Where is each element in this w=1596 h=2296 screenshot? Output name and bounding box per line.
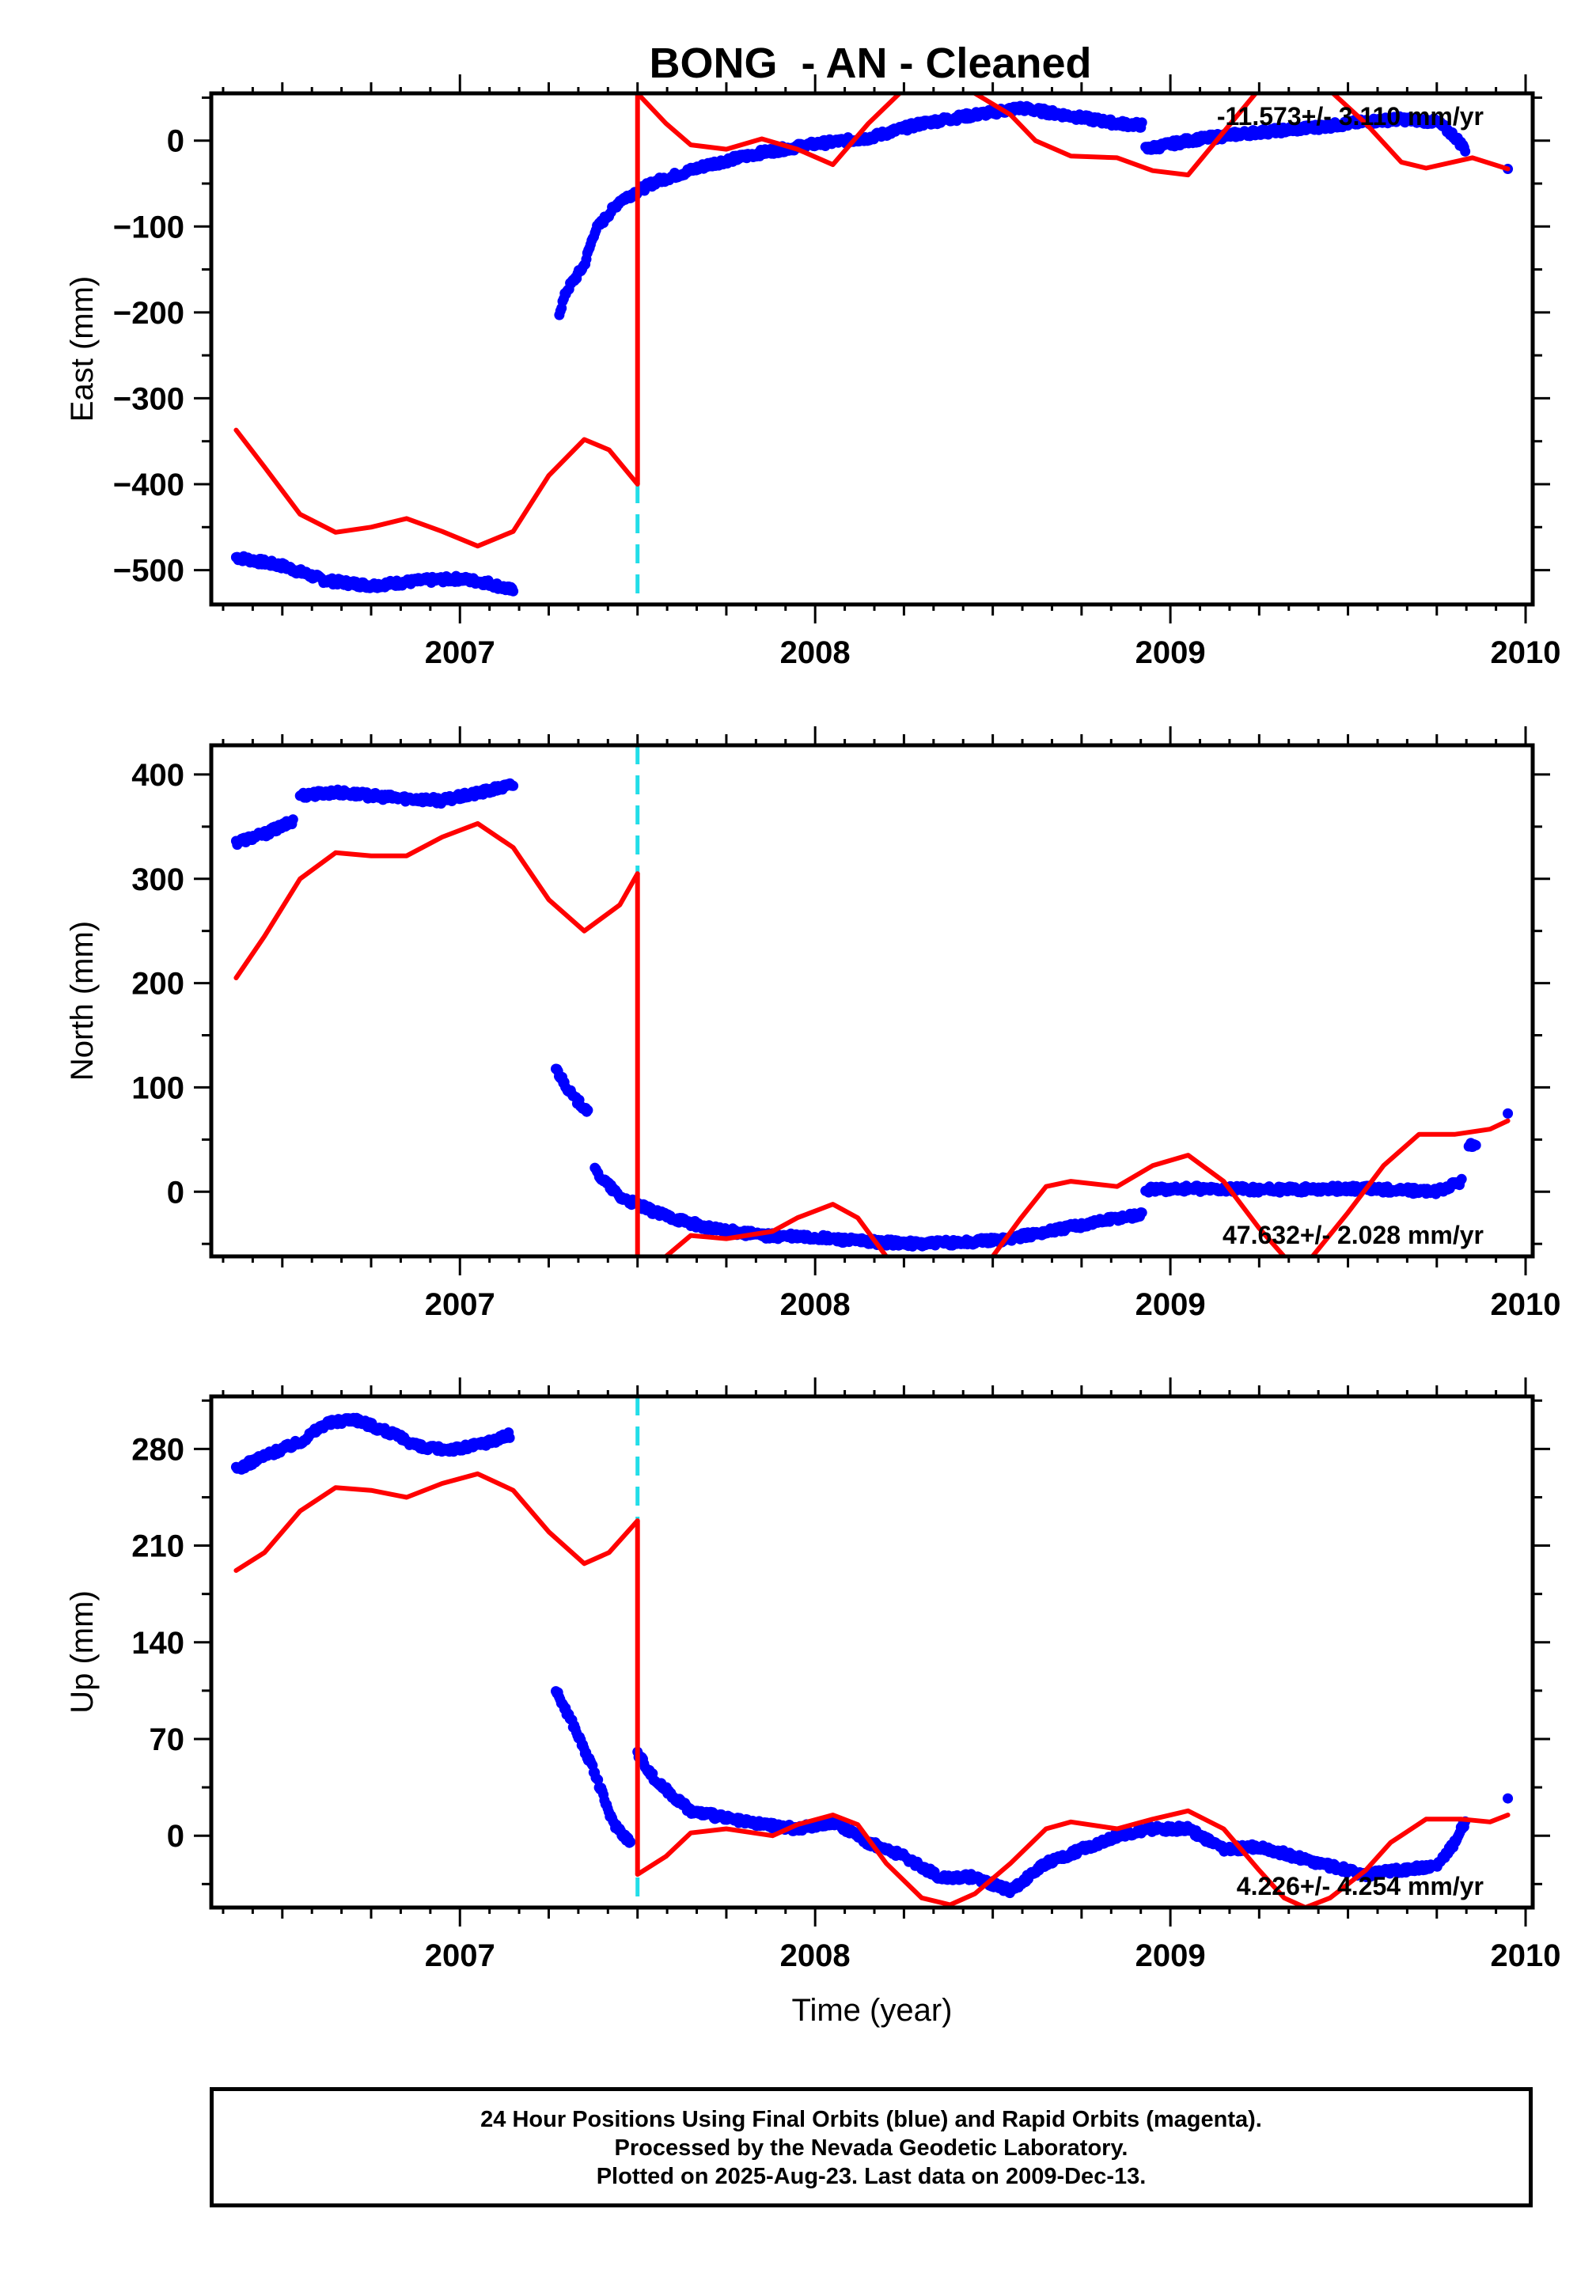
y-tick-label: 0 xyxy=(167,124,184,159)
model-curve xyxy=(233,93,1511,549)
x-tick-label: 2008 xyxy=(780,1938,851,1973)
x-tick-label: 2007 xyxy=(425,635,495,670)
data-point xyxy=(1503,1108,1514,1119)
x-tick-label: 2007 xyxy=(425,1287,495,1322)
model-curve xyxy=(233,820,1511,1256)
model-segment xyxy=(972,93,1259,178)
x-tick-label: 2010 xyxy=(1491,1287,1561,1322)
panel-frame xyxy=(209,1394,1535,1910)
y-tick-label: 210 xyxy=(131,1529,184,1564)
data-points xyxy=(230,1412,1514,1899)
y-tick-label: 0 xyxy=(167,1819,184,1854)
x-axis-label: Time (year) xyxy=(792,1993,953,2028)
east-panel: 2007 2008 2009 2010 −500 −400 −300 −200 −100 0 Eas… xyxy=(65,74,1561,670)
model-segment xyxy=(233,427,640,549)
y-tick-label: 200 xyxy=(131,967,184,1002)
x-tick-label: 2009 xyxy=(1135,635,1206,670)
y-tick-label: −200 xyxy=(113,296,184,331)
x-tick-label: 2010 xyxy=(1491,1938,1561,1973)
north-panel: 2007 2008 2009 2010 0 100 200 300 400 North (mm) 4… xyxy=(65,726,1561,1322)
model-segment xyxy=(635,1808,1511,1908)
data-point xyxy=(1456,1173,1467,1184)
x-tick-label: 2009 xyxy=(1135,1287,1206,1322)
data-point xyxy=(508,780,519,791)
data-point xyxy=(1470,1140,1481,1150)
x-tick-label: 2008 xyxy=(780,1287,851,1322)
model-curve xyxy=(233,1471,1511,1908)
footer-line-2: Processed by the Nevada Geodetic Laborat… xyxy=(614,2135,1128,2161)
rate-annotation: -11.573+/- 3.110 mm/yr xyxy=(1217,102,1484,131)
y-tick-label: 140 xyxy=(131,1626,184,1661)
y-tick-label: −400 xyxy=(113,468,184,502)
data-point xyxy=(582,1104,593,1116)
model-segment xyxy=(1329,93,1511,172)
data-point xyxy=(1503,1793,1514,1804)
data-point xyxy=(504,1432,515,1443)
footer-line-1: 24 Hour Positions Using Final Orbits (bl… xyxy=(480,2107,1262,2132)
x-tick-label: 2009 xyxy=(1135,1938,1206,1973)
data-point xyxy=(1136,1207,1147,1218)
y-tick-label: 400 xyxy=(131,758,184,793)
y-tick-label: 280 xyxy=(131,1432,184,1467)
footer-notes: 24 Hour Positions Using Final Orbits (bl… xyxy=(210,2087,1533,2207)
y-axis-label: North (mm) xyxy=(65,921,100,1081)
model-segment xyxy=(1310,1118,1511,1256)
data-point xyxy=(508,585,519,597)
y-axis-label: East (mm) xyxy=(65,276,100,422)
rate-annotation: 47.632+/- 2.028 mm/yr xyxy=(1223,1221,1484,1249)
y-tick-label: 70 xyxy=(150,1722,185,1757)
data-points xyxy=(230,100,1514,597)
data-point xyxy=(593,1775,604,1785)
data-point xyxy=(1136,117,1147,128)
y-tick-label: −100 xyxy=(113,210,184,244)
y-tick-label: 100 xyxy=(131,1070,184,1105)
y-tick-label: 0 xyxy=(167,1175,184,1210)
up-panel: 2007 2008 2009 2010 0 70 140 210 280 Up (mm) Time … xyxy=(65,1377,1561,2028)
y-tick-label: −300 xyxy=(113,381,184,416)
data-point xyxy=(625,1836,636,1847)
y-tick-label: −500 xyxy=(113,554,184,589)
chart-title: BONG - AN - Cleaned xyxy=(649,40,1091,87)
rate-annotation: 4.226+/- 4.254 mm/yr xyxy=(1237,1872,1484,1900)
data-point xyxy=(287,814,298,825)
model-segment xyxy=(990,1153,1287,1256)
x-tick-label: 2007 xyxy=(425,1938,495,1973)
model-segment xyxy=(663,1202,889,1256)
footer-line-3: Plotted on 2025-Aug-23. Last data on 200… xyxy=(596,2164,1147,2189)
model-segment xyxy=(635,93,904,168)
y-tick-label: 300 xyxy=(131,862,184,897)
x-tick-label: 2010 xyxy=(1491,635,1561,670)
model-segment xyxy=(233,1471,640,1573)
data-point xyxy=(1460,146,1471,157)
model-segment xyxy=(233,820,640,980)
panel-frame xyxy=(209,91,1535,607)
x-tick-label: 2008 xyxy=(780,635,851,670)
panel-frame xyxy=(209,743,1535,1259)
y-axis-label: Up (mm) xyxy=(65,1590,100,1714)
